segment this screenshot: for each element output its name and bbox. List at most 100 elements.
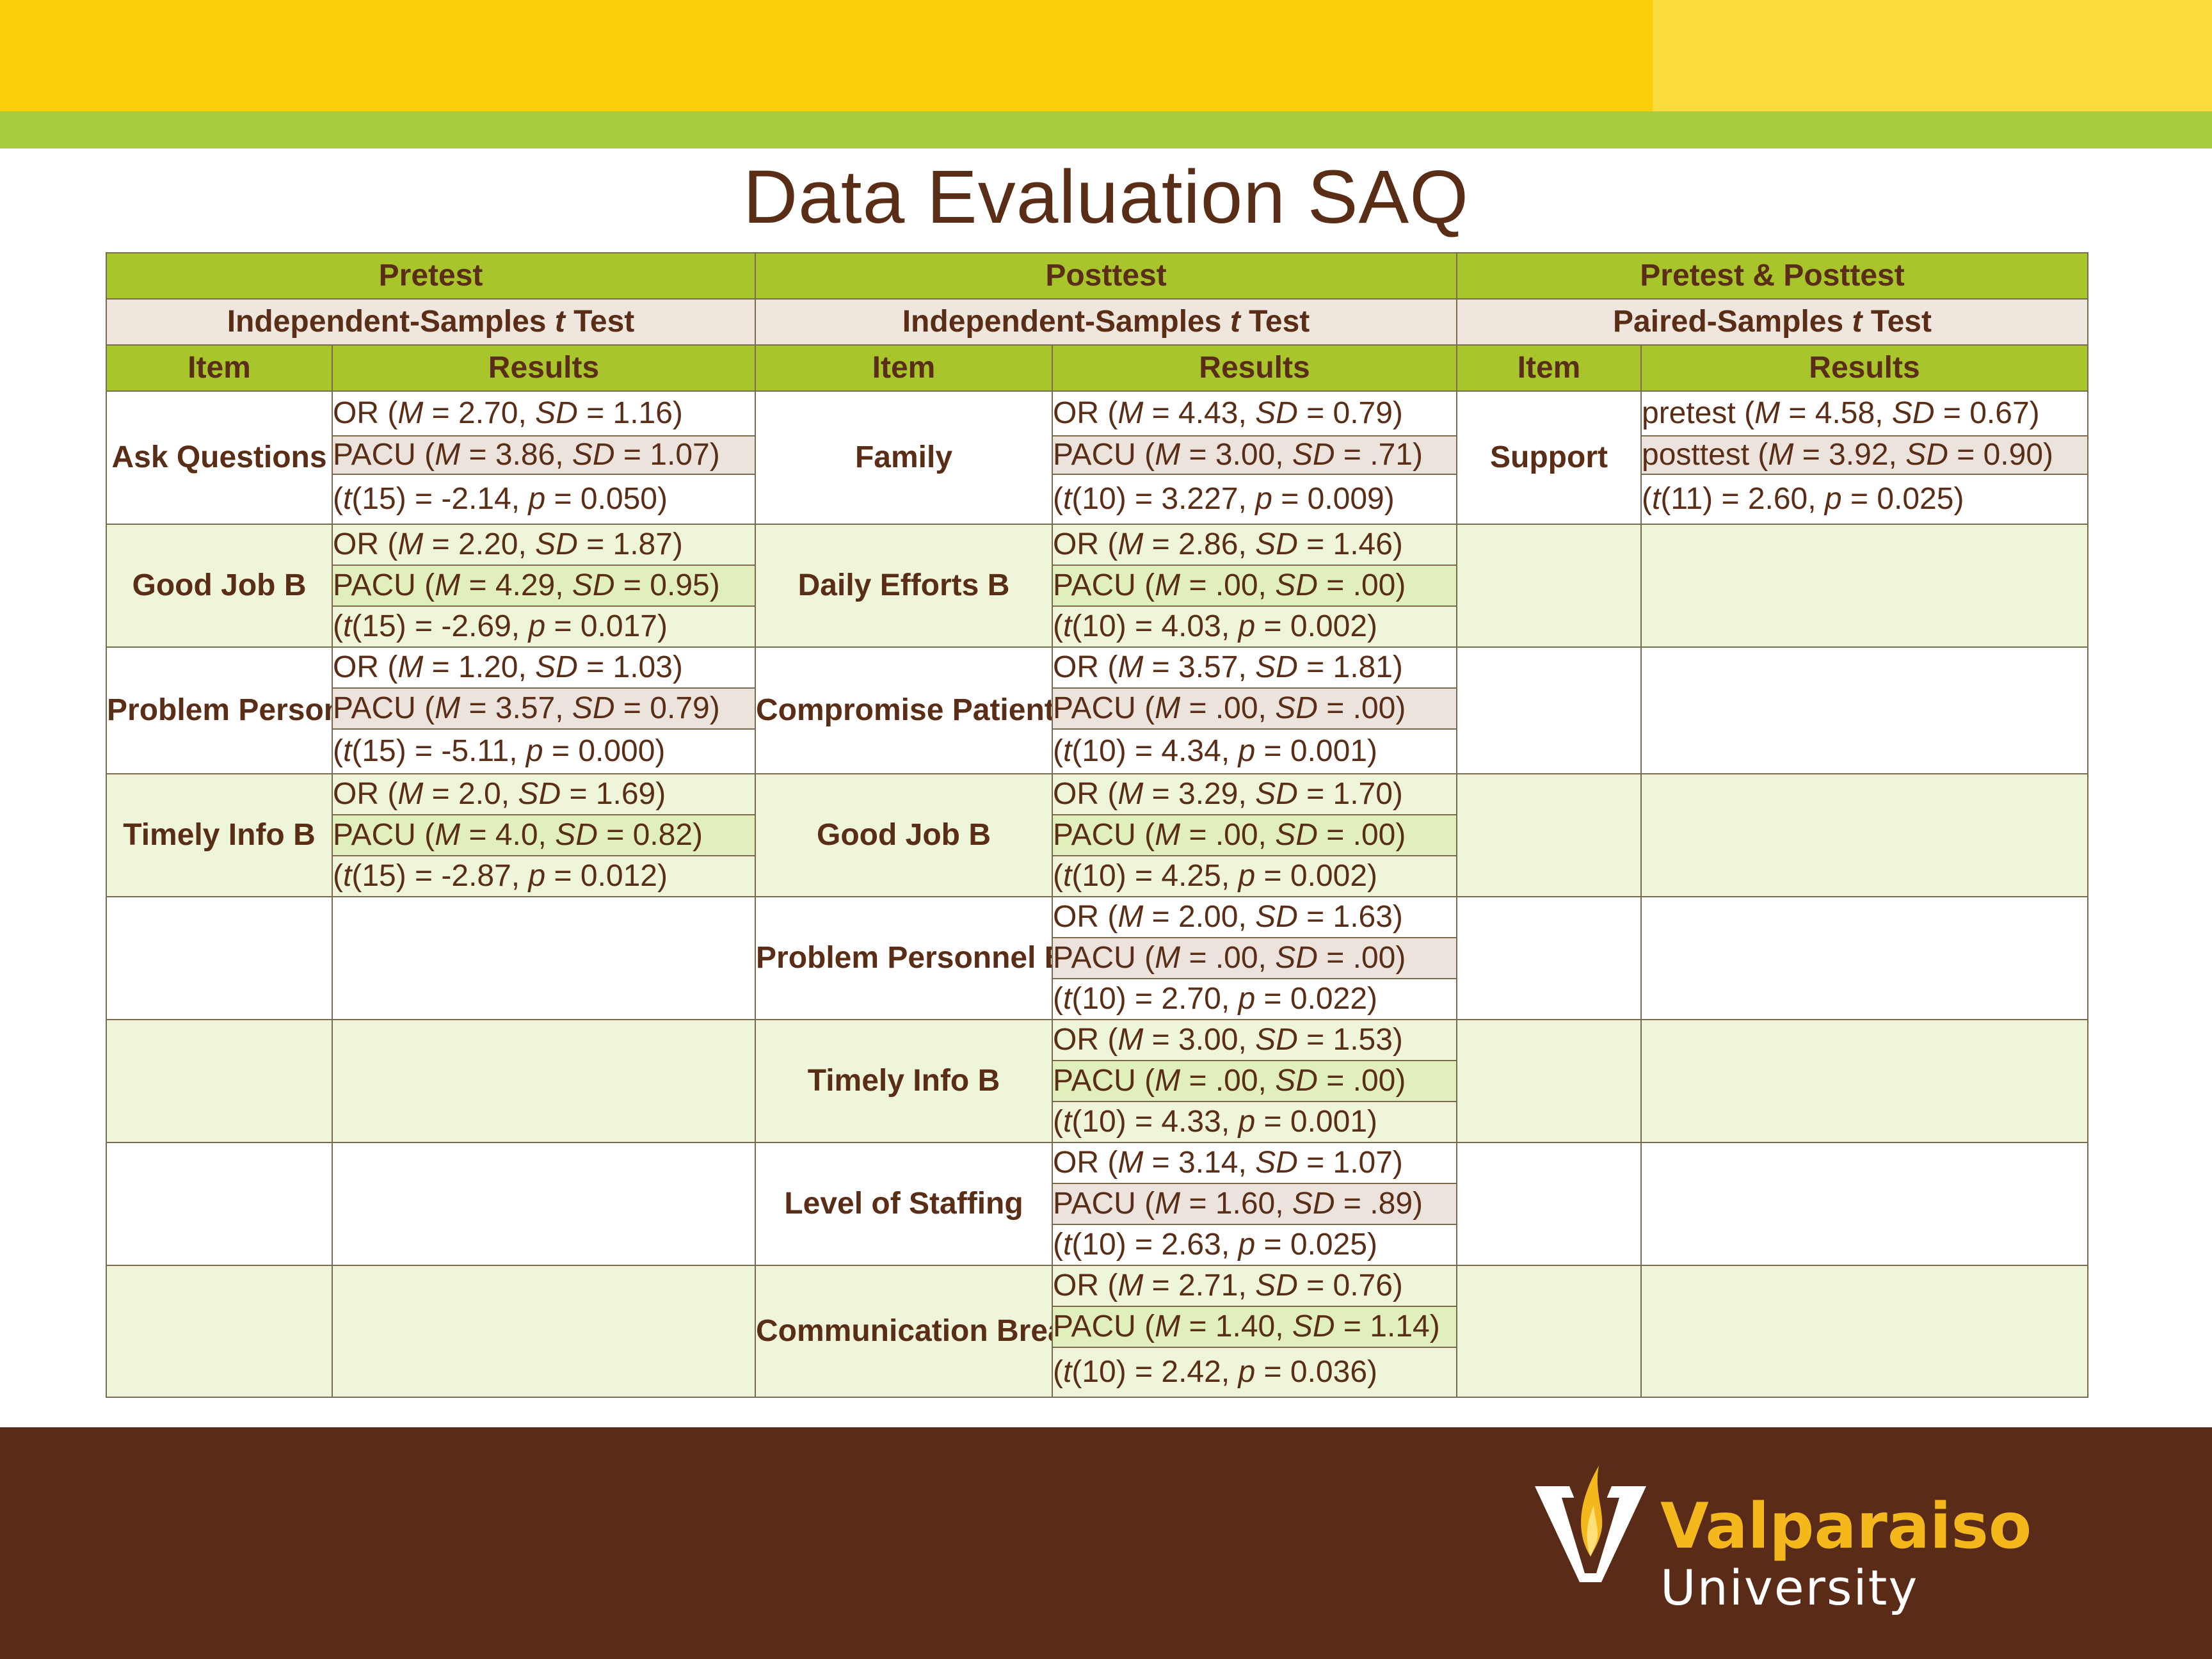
posttest-result-pacu: PACU (M = .00, SD = .00) bbox=[1052, 814, 1457, 856]
group-header-paired: Pretest & Posttest bbox=[1456, 252, 2088, 300]
logo-subtitle: University bbox=[1660, 1559, 1919, 1616]
table-row: PACU (M = 1.40, SD = 1.14) bbox=[106, 1306, 2088, 1348]
table-row: (t(15) = -2.87, p = 0.012) (t(10) = 4.25,… bbox=[106, 855, 2088, 897]
posttest-result-t: (t(10) = 4.03, p = 0.002) bbox=[1052, 605, 1457, 648]
valparaiso-crest-icon bbox=[1535, 1466, 1646, 1582]
pretest-item-empty bbox=[106, 896, 333, 1020]
posttest-result-or: OR (M = 3.14, SD = 1.07) bbox=[1052, 1142, 1457, 1184]
paired-results-empty bbox=[1640, 646, 2088, 774]
posttest-item: Daily Efforts B bbox=[755, 524, 1053, 648]
table-row: Timely Info B OR (M = 2.0, SD = 1.69) Good… bbox=[106, 773, 2088, 897]
posttest-result-t: (t(10) = 4.25, p = 0.002) bbox=[1052, 855, 1457, 897]
col-header-item: Item bbox=[755, 344, 1053, 392]
table-row: (t(10) = 2.70, p = 0.022) bbox=[106, 978, 2088, 1020]
table-row: PACU (M = 1.60, SD = .89) bbox=[106, 1183, 2088, 1225]
posttest-result-or: OR (M = 3.00, SD = 1.53) bbox=[1052, 1019, 1457, 1061]
group-header-row: Pretest Posttest Pretest & Posttest bbox=[106, 252, 2088, 300]
test-header-paired: Paired-Samples t Test bbox=[1456, 298, 2088, 346]
pretest-result-pacu: PACU (M = 3.57, SD = 0.79) bbox=[332, 687, 756, 730]
table-row: (t(10) = 2.42, p = 0.036) bbox=[106, 1347, 2088, 1398]
logo-name: Valparaiso bbox=[1660, 1490, 2032, 1563]
top-banner-yellow bbox=[0, 0, 2212, 111]
posttest-result-or: OR (M = 3.29, SD = 1.70) bbox=[1052, 773, 1457, 815]
posttest-result-pacu: PACU (M = 3.00, SD = .71) bbox=[1052, 435, 1457, 475]
paired-results-empty bbox=[1640, 524, 2088, 648]
table-row: PACU (M = 3.86, SD = 1.07) PACU (M = 3.00… bbox=[106, 435, 2088, 475]
pretest-result-or: OR (M = 2.0, SD = 1.69) bbox=[332, 773, 756, 815]
pretest-item: Problem Personnel B bbox=[106, 646, 333, 774]
paired-result-pre: pretest (M = 4.58, SD = 0.67) bbox=[1640, 390, 2088, 437]
table-row: (t(15) = -2.14, p = 0.050) (t(10) = 3.227… bbox=[106, 474, 2088, 525]
posttest-result-pacu: PACU (M = 1.60, SD = .89) bbox=[1052, 1183, 1457, 1225]
table-row: Good Job B OR (M = 2.20, SD = 1.87) Daily … bbox=[106, 524, 2088, 648]
footer-band bbox=[0, 1427, 2212, 1659]
pretest-result-t: (t(15) = -2.69, p = 0.017) bbox=[332, 605, 756, 648]
paired-item-empty bbox=[1456, 1142, 1642, 1266]
pretest-result-or: OR (M = 2.20, SD = 1.87) bbox=[332, 524, 756, 566]
paired-item-empty bbox=[1456, 524, 1642, 648]
posttest-result-t: (t(10) = 4.33, p = 0.001) bbox=[1052, 1101, 1457, 1143]
table-body: Ask Questions OR (M = 2.70, SD = 1.16) Fam… bbox=[106, 390, 2088, 1398]
table-row: PACU (M = 4.0, SD = 0.82) PACU (M = .00, … bbox=[106, 814, 2088, 856]
paired-results-empty bbox=[1640, 1265, 2088, 1398]
group-header-posttest: Posttest bbox=[755, 252, 1457, 300]
table-row: (t(10) = 4.33, p = 0.001) bbox=[106, 1101, 2088, 1143]
group-header-pretest: Pretest bbox=[106, 252, 756, 300]
paired-result-t: (t(11) = 2.60, p = 0.025) bbox=[1640, 474, 2088, 525]
paired-item: Support bbox=[1456, 390, 1642, 525]
pretest-item-empty bbox=[106, 1142, 333, 1266]
posttest-result-t: (t(10) = 2.63, p = 0.025) bbox=[1052, 1224, 1457, 1266]
paired-item-empty bbox=[1456, 1265, 1642, 1398]
posttest-result-pacu: PACU (M = 1.40, SD = 1.14) bbox=[1052, 1306, 1457, 1348]
posttest-result-t: (t(10) = 3.227, p = 0.009) bbox=[1052, 474, 1457, 525]
table-row: (t(15) = -2.69, p = 0.017) (t(10) = 4.03,… bbox=[106, 605, 2088, 648]
table-row: Level of Staffing OR (M = 3.14, SD = 1.07… bbox=[106, 1142, 2088, 1266]
posttest-item: Timely Info B bbox=[755, 1019, 1053, 1143]
posttest-item: Level of Staffing bbox=[755, 1142, 1053, 1266]
pretest-result-t: (t(15) = -5.11, p = 0.000) bbox=[332, 728, 756, 774]
posttest-result-pacu: PACU (M = .00, SD = .00) bbox=[1052, 937, 1457, 979]
pretest-item: Timely Info B bbox=[106, 773, 333, 897]
paired-results-empty bbox=[1640, 1142, 2088, 1266]
paired-results-empty bbox=[1640, 896, 2088, 1020]
table-row: Communication BreakdownsOR (M = 2.71, SD… bbox=[106, 1265, 2088, 1398]
paired-item-empty bbox=[1456, 773, 1642, 897]
posttest-result-pacu: PACU (M = .00, SD = .00) bbox=[1052, 1060, 1457, 1102]
table-row: PACU (M = .00, SD = .00) bbox=[106, 1060, 2088, 1102]
posttest-result-or: OR (M = 4.43, SD = 0.79) bbox=[1052, 390, 1457, 437]
pretest-result-t: (t(15) = -2.87, p = 0.012) bbox=[332, 855, 756, 897]
saq-results-table: Pretest Posttest Pretest & Posttest Inde… bbox=[106, 252, 2088, 1398]
column-header-row: Item Results Item Results Item Results bbox=[106, 344, 2088, 392]
posttest-item: Good Job B bbox=[755, 773, 1053, 897]
test-header-pretest: Independent-Samples t Test bbox=[106, 298, 756, 346]
pretest-item: Good Job B bbox=[106, 524, 333, 648]
paired-item-empty bbox=[1456, 896, 1642, 1020]
top-banner-green bbox=[0, 111, 2212, 148]
posttest-item: Family bbox=[755, 390, 1053, 525]
top-banner-highlight bbox=[1653, 0, 2212, 111]
posttest-result-or: OR (M = 2.00, SD = 1.63) bbox=[1052, 896, 1457, 938]
pretest-result-or: OR (M = 1.20, SD = 1.03) bbox=[332, 646, 756, 689]
table-row: PACU (M = 4.29, SD = 0.95) PACU (M = .00,… bbox=[106, 565, 2088, 607]
posttest-item: Communication Breakdowns bbox=[755, 1265, 1053, 1398]
pretest-result-t: (t(15) = -2.14, p = 0.050) bbox=[332, 474, 756, 525]
pretest-item-empty bbox=[106, 1265, 333, 1398]
page-title: Data Evaluation SAQ bbox=[742, 155, 1470, 239]
posttest-result-pacu: PACU (M = .00, SD = .00) bbox=[1052, 687, 1457, 730]
table-row: PACU (M = 3.57, SD = 0.79) PACU (M = .00,… bbox=[106, 687, 2088, 730]
pretest-item-empty bbox=[106, 1019, 333, 1143]
paired-item-empty bbox=[1456, 1019, 1642, 1143]
table-row: Ask Questions OR (M = 2.70, SD = 1.16) Fam… bbox=[106, 390, 2088, 525]
pretest-results-empty bbox=[332, 1142, 756, 1266]
pretest-result-or: OR (M = 2.70, SD = 1.16) bbox=[332, 390, 756, 437]
posttest-item: Problem Personnel B bbox=[755, 896, 1053, 1020]
pretest-results-empty bbox=[332, 1019, 756, 1143]
posttest-result-pacu: PACU (M = .00, SD = .00) bbox=[1052, 565, 1457, 607]
pretest-item: Ask Questions bbox=[106, 390, 333, 525]
table-row: Problem Personnel B OR (M = 2.00, SD = 1.… bbox=[106, 896, 2088, 1020]
posttest-result-or: OR (M = 3.57, SD = 1.81) bbox=[1052, 646, 1457, 689]
col-header-results: Results bbox=[1640, 344, 2088, 392]
pretest-results-empty bbox=[332, 896, 756, 1020]
test-header-posttest: Independent-Samples t Test bbox=[755, 298, 1457, 346]
table-row: (t(15) = -5.11, p = 0.000) (t(10) = 4.34,… bbox=[106, 728, 2088, 774]
